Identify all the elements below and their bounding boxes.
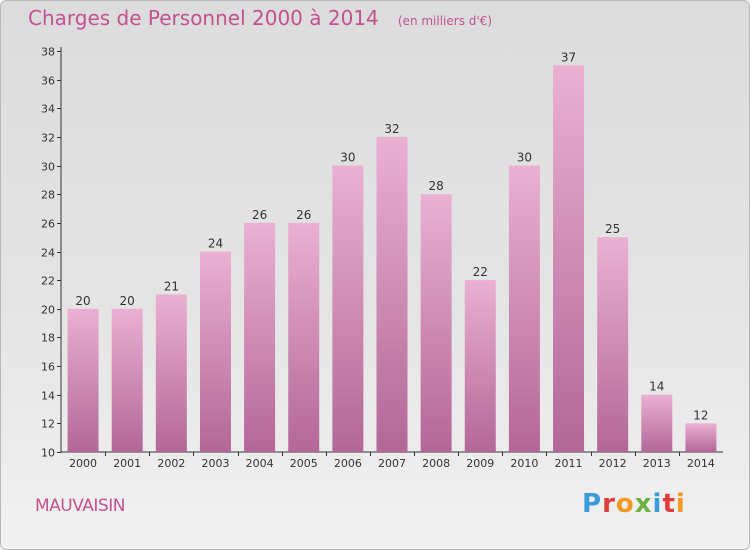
value-label-2010: 30 bbox=[517, 151, 532, 165]
value-label-2001: 20 bbox=[120, 294, 135, 308]
x-tick-label-2005: 2005 bbox=[290, 457, 318, 470]
bars bbox=[67, 65, 717, 453]
value-label-2006: 30 bbox=[340, 151, 355, 165]
x-tick-label-2001: 2001 bbox=[113, 457, 141, 470]
logo-letter: i bbox=[652, 489, 663, 519]
x-tick-label-2006: 2006 bbox=[334, 457, 362, 470]
y-tick-label: 22 bbox=[41, 275, 55, 288]
bar-2010 bbox=[508, 165, 540, 453]
bar-2007 bbox=[376, 136, 408, 452]
y-tick-label: 18 bbox=[41, 332, 55, 345]
y-tick-label: 16 bbox=[41, 361, 55, 374]
labels: 10 12 14 16 18 20 22 24 26 28 30 32 34 36 38 20 2000 20 20… bbox=[41, 46, 715, 471]
y-tick-label: 12 bbox=[41, 418, 55, 431]
logo-letter: o bbox=[615, 489, 635, 519]
value-label-2009: 22 bbox=[473, 265, 488, 279]
bar-2001 bbox=[111, 308, 143, 452]
bar-2008 bbox=[420, 194, 452, 452]
commune-name: MAUVAISIN bbox=[35, 496, 125, 516]
x-tick-label-2014: 2014 bbox=[687, 457, 715, 470]
bar-2000 bbox=[67, 308, 99, 452]
bar-2005 bbox=[288, 222, 320, 452]
x-tick-label-2000: 2000 bbox=[69, 457, 97, 470]
chart-title: Charges de Personnel 2000 à 2014 bbox=[28, 6, 379, 30]
y-tick-label: 36 bbox=[41, 75, 55, 88]
value-label-2004: 26 bbox=[252, 208, 267, 222]
x-tick-label-2012: 2012 bbox=[599, 457, 627, 470]
y-tick-label: 32 bbox=[41, 132, 55, 145]
logo-letter: t bbox=[662, 489, 676, 519]
bar-2003 bbox=[199, 251, 231, 452]
value-label-2011: 37 bbox=[561, 50, 576, 64]
value-label-2005: 26 bbox=[296, 208, 311, 222]
chart-subtitle: (en milliers d'€) bbox=[397, 14, 492, 28]
bar-2009 bbox=[464, 280, 496, 452]
bar-2014 bbox=[685, 423, 717, 452]
value-label-2002: 21 bbox=[164, 279, 179, 293]
bar-2002 bbox=[155, 294, 187, 452]
x-tick-label-2008: 2008 bbox=[422, 457, 450, 470]
value-label-2008: 28 bbox=[428, 179, 443, 193]
value-label-2007: 32 bbox=[384, 122, 399, 136]
value-label-2014: 12 bbox=[693, 408, 708, 422]
logo-letter: P bbox=[582, 489, 603, 519]
y-tick-label: 34 bbox=[41, 103, 55, 116]
bar-2006 bbox=[332, 165, 364, 453]
bar-2011 bbox=[553, 65, 585, 453]
y-tick-label: 20 bbox=[41, 304, 55, 317]
x-tick-label-2010: 2010 bbox=[510, 457, 538, 470]
logo-letter: x bbox=[634, 489, 653, 519]
x-tick-label-2004: 2004 bbox=[246, 457, 274, 470]
x-tick-label-2003: 2003 bbox=[201, 457, 229, 470]
bar-2013 bbox=[641, 394, 673, 452]
x-tick-label-2009: 2009 bbox=[466, 457, 494, 470]
value-label-2000: 20 bbox=[75, 294, 90, 308]
x-tick-label-2013: 2013 bbox=[643, 457, 671, 470]
logo-letter: i bbox=[675, 489, 686, 519]
x-tick-label-2002: 2002 bbox=[157, 457, 185, 470]
y-tick-label: 26 bbox=[41, 218, 55, 231]
value-label-2013: 14 bbox=[649, 380, 664, 394]
y-tick-label: 24 bbox=[41, 247, 55, 260]
y-tick-label: 30 bbox=[41, 161, 55, 174]
logo-letter: r bbox=[602, 489, 616, 519]
value-label-2012: 25 bbox=[605, 222, 620, 236]
y-tick-label: 10 bbox=[41, 447, 55, 460]
x-tick-label-2007: 2007 bbox=[378, 457, 406, 470]
value-label-2003: 24 bbox=[208, 237, 223, 251]
y-tick-label: 28 bbox=[41, 189, 55, 202]
proxiti-logo[interactable]: Proxiti bbox=[582, 489, 686, 519]
y-tick-label: 14 bbox=[41, 390, 55, 403]
bar-2004 bbox=[244, 222, 276, 452]
title-row: Charges de Personnel 2000 à 2014 (en mil… bbox=[28, 6, 492, 30]
y-tick-label: 38 bbox=[41, 46, 55, 59]
bar-2012 bbox=[597, 237, 629, 452]
x-tick-label-2011: 2011 bbox=[555, 457, 583, 470]
